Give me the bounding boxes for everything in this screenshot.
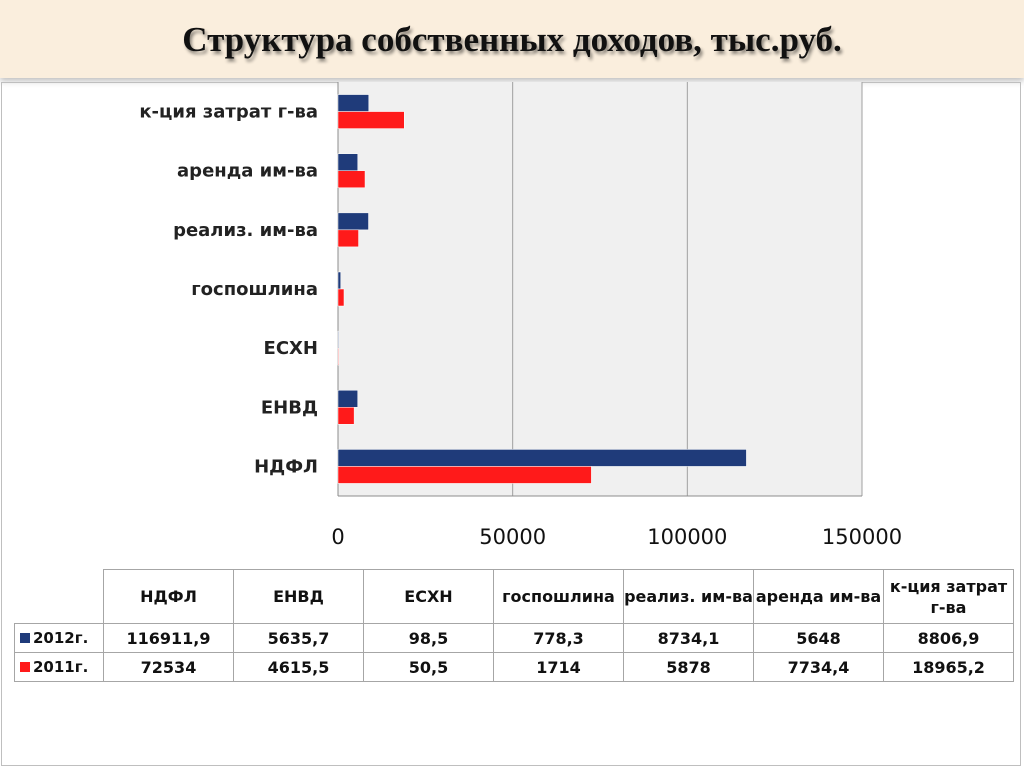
table-cell: 7734,4	[753, 652, 884, 682]
title-bar: Структура собственных доходов, тыс.руб.	[0, 0, 1024, 78]
category-label: к-ция затрат г-ва	[139, 102, 318, 123]
table-cell: 8734,1	[623, 623, 754, 653]
table-cell: 5635,7	[233, 623, 364, 653]
table-header-cell: ЕСХН	[363, 569, 494, 624]
table-cell: 1714	[493, 652, 624, 682]
table-cell: 778,3	[493, 623, 624, 653]
bar-2011	[337, 347, 339, 366]
category-label: реализ. им-ва	[173, 220, 318, 241]
legend-2012: 2012г.	[14, 623, 104, 653]
bar-2012	[337, 330, 339, 349]
table-header-cell: госпошлина	[493, 569, 624, 624]
x-tick-label: 0	[331, 525, 344, 549]
table-header-cell: аренда им-ва	[753, 569, 884, 624]
legend-swatch-2012	[20, 633, 30, 643]
x-tick-label: 150000	[822, 525, 902, 549]
category-label: НДФЛ	[254, 456, 318, 477]
table-header-cell: ЕНВД	[233, 569, 364, 624]
bar-2011	[337, 466, 592, 484]
table-corner	[14, 569, 104, 624]
x-tick-label: 100000	[647, 525, 727, 549]
table-row: 2012г. 116911,9 5635,7 98,5 778,3 8734,1…	[14, 623, 1014, 653]
bar-2012	[337, 212, 369, 231]
x-tick-label: 50000	[479, 525, 546, 549]
legend-2011: 2011г.	[14, 652, 104, 682]
bar-2011	[337, 170, 366, 188]
table-cell: 8806,9	[883, 623, 1014, 653]
legend-swatch-2011	[20, 662, 30, 672]
table-cell: 18965,2	[883, 652, 1014, 682]
table-header-row: НДФЛ ЕНВД ЕСХН госпошлина реализ. им-ва …	[14, 569, 1014, 624]
bar-2012	[337, 94, 370, 112]
table-header-cell: к-ция затрат г-ва	[883, 569, 1014, 624]
bar-2012	[337, 271, 341, 290]
table-header-cell: реализ. им-ва	[623, 569, 754, 624]
table-cell: 50,5	[363, 652, 494, 682]
table-cell: 98,5	[363, 623, 494, 653]
table-cell: 4615,5	[233, 652, 364, 682]
table-cell: 116911,9	[103, 623, 234, 653]
table-cell: 72534	[103, 652, 234, 682]
bar-2012	[337, 390, 358, 408]
category-label: ЕНВД	[261, 397, 318, 418]
table-row: 2011г. 72534 4615,5 50,5 1714 5878 7734,…	[14, 652, 1014, 682]
bar-2011	[337, 407, 355, 425]
page-title: Структура собственных доходов, тыс.руб.	[182, 20, 842, 59]
table-cell: 5648	[753, 623, 884, 653]
bar-chart: НДФЛ ЕНВД ЕСХН госпошлина реализ. им-ва аренд…	[139, 82, 902, 549]
category-label: аренда им-ва	[177, 161, 318, 182]
data-table: НДФЛ ЕНВД ЕСХН госпошлина реализ. им-ва …	[14, 569, 1014, 682]
bar-2012	[337, 449, 747, 467]
legend-label: 2012г.	[33, 629, 89, 647]
bar-2011	[337, 288, 345, 307]
plot-area	[338, 82, 862, 496]
bar-2011	[337, 229, 359, 248]
category-label: ЕСХН	[264, 338, 318, 359]
category-label: госпошлина	[191, 279, 318, 300]
legend-label: 2011г.	[33, 658, 89, 676]
bar-2011	[337, 111, 405, 129]
bar-2012	[337, 153, 358, 171]
table-header-cell: НДФЛ	[103, 569, 234, 624]
table-cell: 5878	[623, 652, 754, 682]
